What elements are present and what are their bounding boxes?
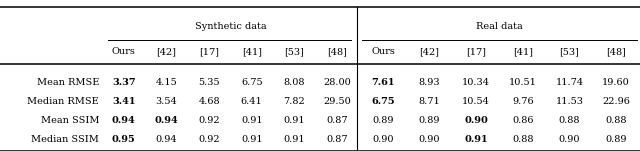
Text: 0.95: 0.95 — [112, 135, 136, 144]
Text: 29.50: 29.50 — [323, 97, 351, 106]
Text: 9.76: 9.76 — [512, 97, 534, 106]
Text: 4.15: 4.15 — [156, 78, 177, 87]
Text: 6.75: 6.75 — [371, 97, 395, 106]
Text: 5.35: 5.35 — [198, 78, 220, 87]
Text: 0.90: 0.90 — [559, 135, 580, 144]
Text: 0.88: 0.88 — [512, 135, 534, 144]
Text: 0.88: 0.88 — [559, 116, 580, 125]
Text: 22.96: 22.96 — [602, 97, 630, 106]
Text: 10.51: 10.51 — [509, 78, 537, 87]
Text: Ours: Ours — [112, 47, 136, 56]
Text: 0.87: 0.87 — [326, 116, 348, 125]
Text: 19.60: 19.60 — [602, 78, 630, 87]
Text: 0.88: 0.88 — [605, 116, 627, 125]
Text: 0.90: 0.90 — [464, 116, 488, 125]
Text: 0.90: 0.90 — [419, 135, 440, 144]
Text: [42]: [42] — [156, 47, 177, 56]
Text: Real data: Real data — [476, 22, 523, 31]
Text: 0.89: 0.89 — [372, 116, 394, 125]
Text: [41]: [41] — [513, 47, 533, 56]
Text: Ours: Ours — [371, 47, 395, 56]
Text: 0.86: 0.86 — [512, 116, 534, 125]
Text: 0.91: 0.91 — [284, 116, 305, 125]
Text: 0.89: 0.89 — [419, 116, 440, 125]
Text: 0.91: 0.91 — [284, 135, 305, 144]
Text: 7.82: 7.82 — [284, 97, 305, 106]
Text: 0.94: 0.94 — [154, 116, 179, 125]
Text: 10.54: 10.54 — [462, 97, 490, 106]
Text: Median SSIM: Median SSIM — [31, 135, 99, 144]
Text: 0.87: 0.87 — [326, 135, 348, 144]
Text: 3.41: 3.41 — [112, 97, 136, 106]
Text: [17]: [17] — [199, 47, 219, 56]
Text: 0.90: 0.90 — [372, 135, 394, 144]
Text: Synthetic data: Synthetic data — [195, 22, 266, 31]
Text: Mean SSIM: Mean SSIM — [41, 116, 99, 125]
Text: 8.71: 8.71 — [419, 97, 440, 106]
Text: [48]: [48] — [606, 47, 626, 56]
Text: 0.91: 0.91 — [465, 135, 488, 144]
Text: 0.89: 0.89 — [605, 135, 627, 144]
Text: 4.68: 4.68 — [198, 97, 220, 106]
Text: [17]: [17] — [466, 47, 486, 56]
Text: 0.92: 0.92 — [198, 135, 220, 144]
Text: 0.94: 0.94 — [112, 116, 136, 125]
Text: 8.93: 8.93 — [419, 78, 440, 87]
Text: 0.91: 0.91 — [241, 116, 262, 125]
Text: [53]: [53] — [559, 47, 579, 56]
Text: [41]: [41] — [242, 47, 262, 56]
Text: 6.41: 6.41 — [241, 97, 262, 106]
Text: [48]: [48] — [327, 47, 347, 56]
Text: 11.74: 11.74 — [556, 78, 584, 87]
Text: 10.34: 10.34 — [462, 78, 490, 87]
Text: 3.54: 3.54 — [156, 97, 177, 106]
Text: 3.37: 3.37 — [112, 78, 136, 87]
Text: 0.94: 0.94 — [156, 135, 177, 144]
Text: 8.08: 8.08 — [284, 78, 305, 87]
Text: [42]: [42] — [420, 47, 440, 56]
Text: 6.75: 6.75 — [241, 78, 262, 87]
Text: 11.53: 11.53 — [556, 97, 584, 106]
Text: [53]: [53] — [284, 47, 305, 56]
Text: Median RMSE: Median RMSE — [28, 97, 99, 106]
Text: 0.91: 0.91 — [241, 135, 262, 144]
Text: 7.61: 7.61 — [371, 78, 395, 87]
Text: Mean RMSE: Mean RMSE — [37, 78, 99, 87]
Text: 0.92: 0.92 — [198, 116, 220, 125]
Text: 28.00: 28.00 — [323, 78, 351, 87]
